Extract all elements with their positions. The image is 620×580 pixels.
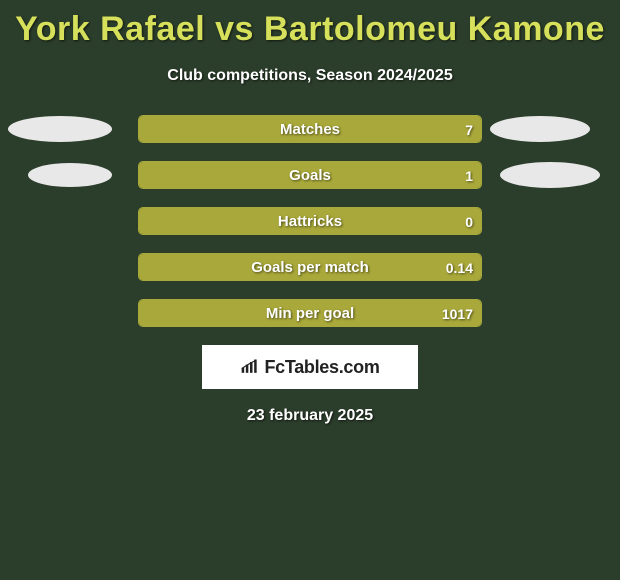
stat-row: Min per goal1017: [0, 299, 620, 327]
right-ellipse: [490, 116, 590, 142]
stat-value: 0.14: [446, 254, 473, 282]
page-title: York Rafael vs Bartolomeu Kamone: [0, 0, 620, 49]
stat-bar: Goals per match0.14: [138, 253, 482, 281]
brand-text: FcTables.com: [264, 357, 379, 378]
stat-label: Goals: [139, 162, 481, 190]
stat-value: 7: [465, 116, 473, 144]
stat-value: 1: [465, 162, 473, 190]
stat-label: Matches: [139, 116, 481, 144]
stat-value: 1017: [442, 300, 473, 328]
subtitle: Club competitions, Season 2024/2025: [0, 67, 620, 85]
brand-box: FcTables.com: [202, 345, 418, 389]
stat-value: 0: [465, 208, 473, 236]
stat-row: Goals per match0.14: [0, 253, 620, 281]
stat-label: Goals per match: [139, 254, 481, 282]
left-ellipse: [8, 116, 112, 142]
stat-bar: Min per goal1017: [138, 299, 482, 327]
stat-row: Goals1: [0, 161, 620, 189]
left-ellipse: [28, 163, 112, 187]
stats-chart: Matches7Goals1Hattricks0Goals per match0…: [0, 115, 620, 327]
stat-row: Hattricks0: [0, 207, 620, 235]
stat-label: Hattricks: [139, 208, 481, 236]
stat-bar: Hattricks0: [138, 207, 482, 235]
stat-bar: Matches7: [138, 115, 482, 143]
stat-label: Min per goal: [139, 300, 481, 328]
stat-row: Matches7: [0, 115, 620, 143]
bar-chart-icon: [240, 359, 260, 375]
stat-bar: Goals1: [138, 161, 482, 189]
date-label: 23 february 2025: [0, 407, 620, 425]
right-ellipse: [500, 162, 600, 188]
